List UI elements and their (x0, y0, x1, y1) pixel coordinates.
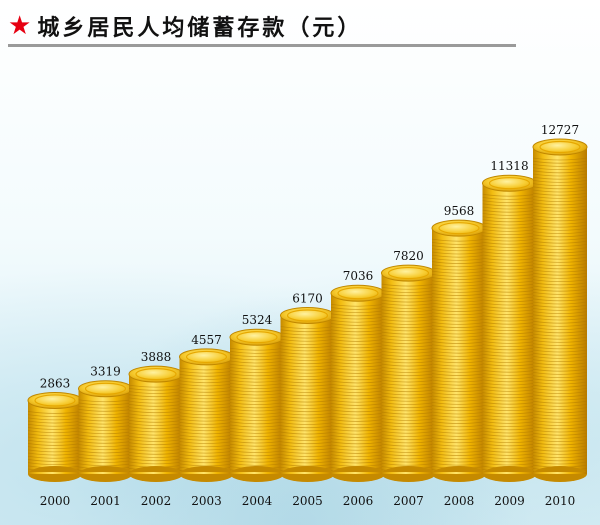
coin-stack-2004: 5324 2004 (229, 313, 285, 508)
top-coin-rim (185, 350, 228, 364)
coin-edges (482, 193, 537, 476)
top-coin-rim (135, 368, 177, 381)
value-label-2002: 3888 (141, 350, 172, 364)
value-label-2001: 3319 (90, 365, 121, 379)
year-label-2010: 2010 (545, 494, 576, 508)
header: ★ 城乡居民人均储蓄存款（元） (8, 8, 362, 44)
stack-base-fill (28, 472, 82, 474)
year-label-2002: 2002 (141, 494, 172, 508)
value-label-2003: 4557 (191, 333, 222, 347)
year-label-2007: 2007 (393, 494, 424, 508)
value-label-2008: 9568 (444, 204, 475, 218)
value-label-2009: 11318 (490, 159, 528, 173)
top-coin-rim (539, 140, 581, 154)
coin-edges (229, 347, 285, 476)
value-label-2006: 7036 (343, 269, 374, 283)
coin-edges (27, 411, 83, 475)
chart-title: 城乡居民人均储蓄存款（元） (37, 16, 363, 41)
bar-2008 (432, 228, 486, 474)
stack-base-fill (331, 472, 385, 474)
coin-stack-2002: 3888 2002 (128, 350, 184, 508)
stack-base-fill (280, 472, 335, 474)
bar-2004 (230, 337, 284, 474)
coin-stack-2009: 11318 2009 (482, 159, 537, 508)
coin-stack-2003: 4557 2003 (179, 333, 234, 508)
coin-stack-2006: 7036 2006 (330, 269, 386, 508)
coin-stack-2001: 3319 2001 (78, 365, 133, 508)
coin-edges (431, 238, 487, 476)
value-label-2007: 7820 (393, 249, 424, 263)
year-label-2000: 2000 (40, 494, 71, 508)
coin-stack-2000: 2863 2000 (27, 376, 83, 508)
stack-base-fill (230, 472, 284, 474)
year-label-2009: 2009 (494, 494, 525, 508)
coin-edges (128, 384, 184, 474)
top-coin-rim (337, 287, 379, 300)
stack-base-fill (432, 472, 486, 474)
top-coin-rim (84, 382, 127, 395)
bar-2000 (28, 400, 82, 474)
stack-base-fill (482, 472, 537, 474)
value-label-2010: 12727 (541, 123, 579, 137)
title-underline (8, 44, 516, 47)
coin-stack-2010: 12727 2010 (532, 123, 588, 508)
stack-base-fill (179, 472, 234, 474)
year-label-2004: 2004 (242, 494, 273, 508)
coin-stack-2008: 9568 2008 (431, 204, 487, 508)
year-label-2005: 2005 (292, 494, 323, 508)
value-label-2000: 2863 (40, 376, 71, 390)
stack-base-fill (129, 472, 183, 474)
year-label-2008: 2008 (444, 494, 475, 508)
top-coin-rim (488, 177, 531, 190)
top-coin-rim (286, 309, 329, 322)
bar-2001 (78, 388, 133, 474)
stack-base-fill (381, 472, 436, 474)
value-label-2004: 5324 (242, 313, 273, 327)
year-label-2003: 2003 (191, 494, 222, 508)
bar-2007 (381, 273, 436, 474)
top-coin-rim (34, 394, 76, 407)
coin-stack-2007: 7820 2007 (381, 249, 436, 508)
top-coin-rim (387, 266, 430, 280)
top-coin-rim (438, 222, 480, 235)
coin-stack-2005: 6170 2005 (280, 291, 335, 508)
top-coin-rim (236, 331, 278, 344)
stack-base-fill (533, 472, 587, 474)
red-star-icon: ★ (8, 11, 32, 41)
coin-edges (532, 157, 588, 474)
stack-base-fill (78, 472, 133, 474)
value-label-2005: 6170 (292, 291, 323, 305)
year-label-2001: 2001 (90, 494, 121, 508)
year-label-2006: 2006 (343, 494, 374, 508)
